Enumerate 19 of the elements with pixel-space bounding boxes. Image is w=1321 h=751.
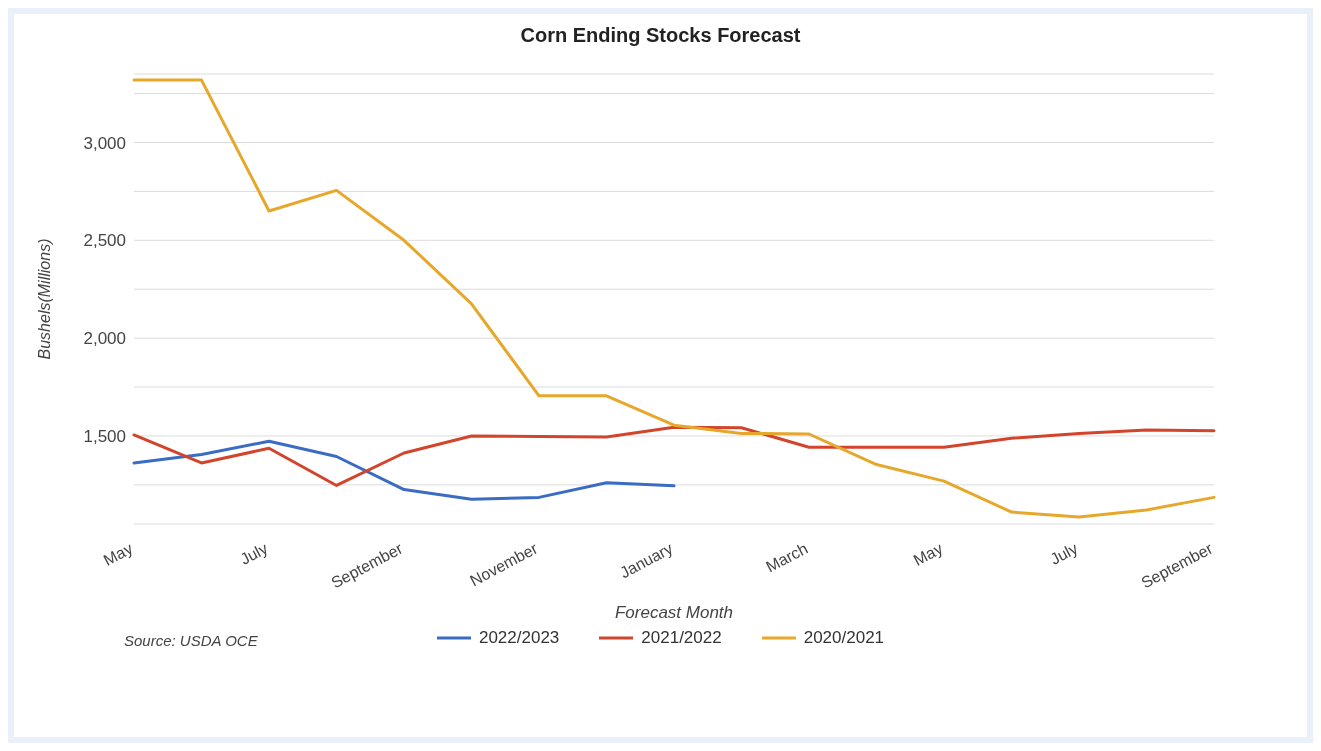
y-axis-title: Bushels(Millions) <box>35 238 53 360</box>
y-tick-label: 2,000 <box>83 329 126 349</box>
line-series <box>132 425 1216 487</box>
line-series <box>132 439 676 501</box>
x-tick-label: May <box>100 539 136 569</box>
y-tick-label: 3,000 <box>83 133 126 153</box>
x-tick-label: July <box>1047 539 1081 569</box>
y-tick-label: 2,500 <box>83 231 126 251</box>
x-axis-title: Forecast Month <box>614 603 734 622</box>
chart-title: Corn Ending Stocks Forecast <box>519 23 802 48</box>
x-tick-label: May <box>910 539 946 569</box>
x-tick-label: March <box>763 539 811 576</box>
x-tick-label: July <box>237 539 271 569</box>
legend-label: 2020/2021 <box>802 628 885 648</box>
legend-label: 2021/2022 <box>640 628 722 648</box>
source-note: Source: USDA OCE <box>124 632 258 649</box>
legend-label: 2022/2023 <box>477 628 560 648</box>
y-tick-label: 1,500 <box>83 426 126 446</box>
line-series <box>132 78 1216 519</box>
